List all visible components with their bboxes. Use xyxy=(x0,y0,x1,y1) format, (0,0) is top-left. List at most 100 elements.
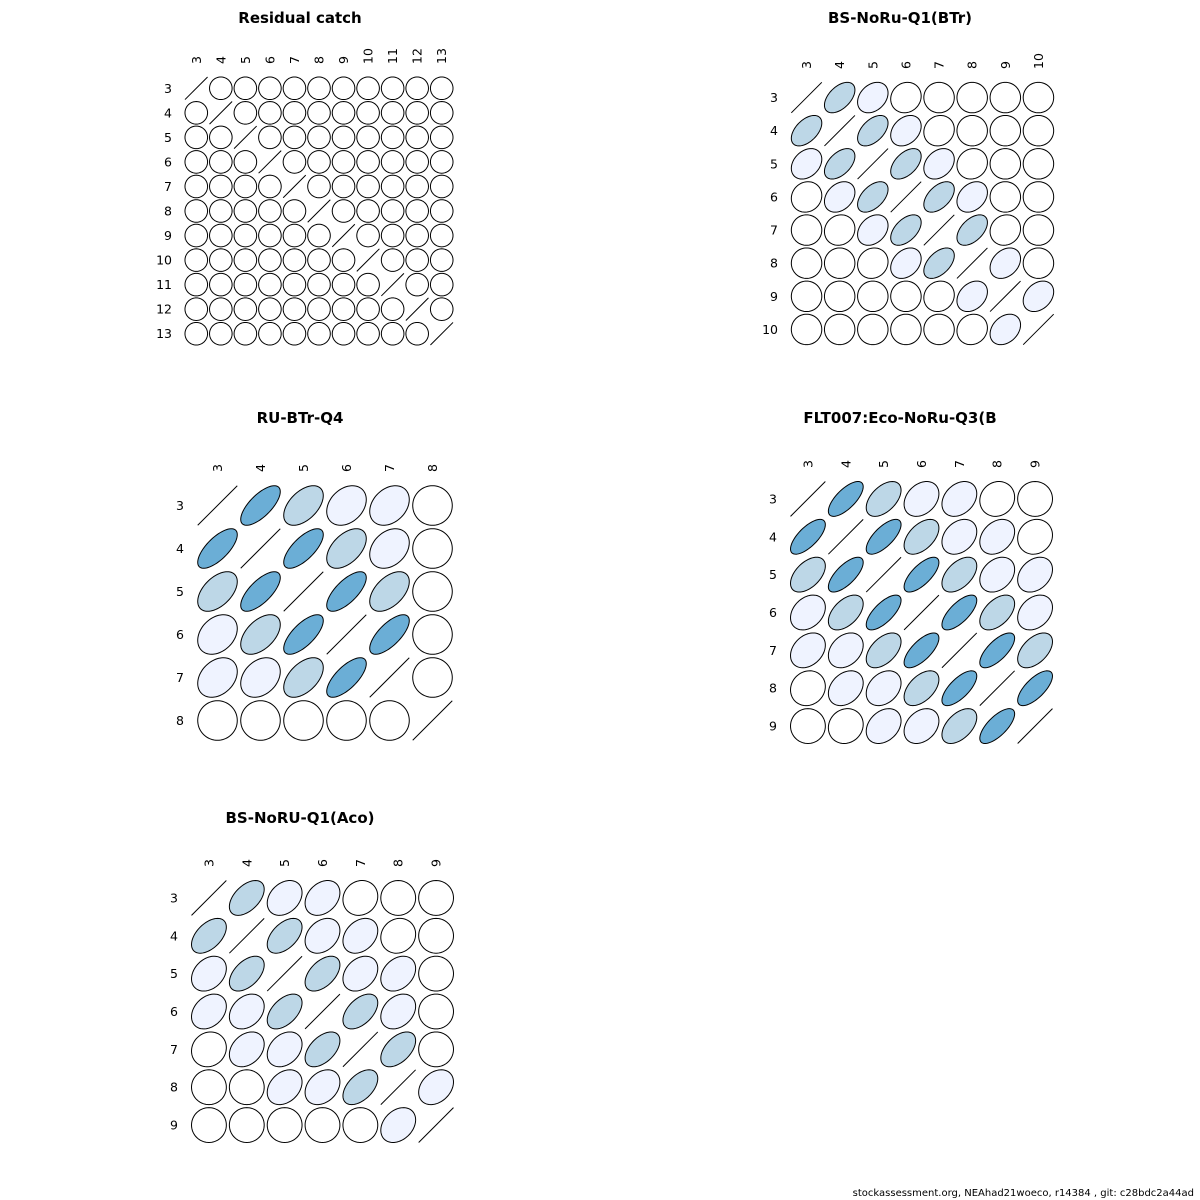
correlation-ellipse xyxy=(903,556,940,593)
correlation-ellipse xyxy=(342,1069,379,1106)
correlation-ellipse xyxy=(903,632,940,669)
correlation-ellipse xyxy=(282,272,307,297)
panel-2: BS-NoRu-Q1(BTr) 3 3 4 4 5 5 6 6 7 7 8 8 9 9 10 10 xyxy=(762,9,1055,346)
row-label: 4 xyxy=(770,123,778,138)
correlation-ellipse xyxy=(331,321,356,346)
column-label: 5 xyxy=(876,460,891,468)
correlation-ellipse xyxy=(307,174,331,199)
diagonal-line xyxy=(857,148,889,180)
correlation-ellipse xyxy=(405,272,429,297)
diagonal-line xyxy=(903,594,940,631)
correlation-ellipse xyxy=(191,1107,227,1143)
diagonal-line xyxy=(191,880,227,916)
correlation-ellipse xyxy=(903,670,940,707)
correlation-ellipse xyxy=(197,528,238,569)
correlation-ellipse xyxy=(380,1107,417,1143)
correlation-ellipse xyxy=(197,700,238,741)
row-label: 6 xyxy=(770,189,778,204)
diagonal-line xyxy=(307,199,331,223)
row-label: 6 xyxy=(164,154,172,169)
correlation-ellipse xyxy=(266,1031,303,1068)
diagonal-line xyxy=(283,571,324,612)
correlation-ellipse xyxy=(342,1107,379,1143)
correlation-ellipse xyxy=(266,1069,303,1106)
correlation-ellipse xyxy=(956,181,988,213)
correlation-ellipse xyxy=(258,297,282,321)
row-label: 3 xyxy=(164,81,172,96)
row-label: 5 xyxy=(770,156,778,171)
correlation-ellipse xyxy=(418,917,454,954)
correlation-ellipse xyxy=(266,1107,303,1143)
column-label: 4 xyxy=(838,460,853,468)
correlation-ellipse xyxy=(191,955,227,992)
diagonal-line xyxy=(369,657,410,698)
correlation-ellipse xyxy=(233,297,258,321)
correlation-ellipse xyxy=(209,321,233,346)
correlation-ellipse xyxy=(405,199,429,223)
correlation-ellipse xyxy=(282,321,307,346)
correlation-ellipse xyxy=(865,670,902,707)
column-label: 10 xyxy=(361,48,376,64)
row-label: 10 xyxy=(156,253,172,268)
correlation-ellipse xyxy=(283,485,324,526)
diagonal-line xyxy=(233,125,258,150)
correlation-ellipse xyxy=(380,297,405,321)
correlation-ellipse xyxy=(380,199,405,223)
correlation-ellipse xyxy=(790,181,823,213)
correlation-ellipse xyxy=(923,280,955,313)
correlation-ellipse xyxy=(369,528,410,569)
correlation-ellipse xyxy=(240,657,281,698)
correlation-ellipse xyxy=(331,248,356,272)
column-label: 3 xyxy=(189,56,204,64)
correlation-ellipse xyxy=(356,150,380,174)
correlation-ellipse xyxy=(979,632,1016,669)
diagonal-line xyxy=(430,322,454,346)
correlation-ellipse xyxy=(405,76,429,101)
correlation-ellipse xyxy=(233,321,258,346)
correlation-ellipse xyxy=(429,150,454,174)
diagonal-line xyxy=(1022,313,1055,346)
correlation-ellipse xyxy=(304,917,341,954)
correlation-ellipse xyxy=(342,955,379,992)
correlation-ellipse xyxy=(857,114,889,147)
correlation-ellipse xyxy=(790,247,823,279)
correlation-ellipse xyxy=(827,594,864,631)
correlation-ellipse xyxy=(307,101,331,125)
correlation-ellipse xyxy=(283,657,324,698)
correlation-ellipse xyxy=(1022,280,1055,313)
diagonal-line xyxy=(412,700,453,741)
correlation-ellipse xyxy=(233,76,258,101)
correlation-ellipse xyxy=(209,150,233,174)
correlation-ellipse xyxy=(258,174,282,199)
row-label: 7 xyxy=(176,670,184,685)
correlation-ellipse xyxy=(790,518,826,555)
correlation-ellipse xyxy=(1022,247,1055,279)
row-label: 9 xyxy=(770,289,778,304)
correlation-ellipse xyxy=(890,81,922,114)
correlation-ellipse xyxy=(429,76,454,101)
row-label: 5 xyxy=(170,966,178,981)
correlation-ellipse xyxy=(890,247,922,279)
correlation-ellipse xyxy=(429,125,454,150)
row-label: 3 xyxy=(176,498,184,513)
diagonal-line xyxy=(240,528,281,569)
correlation-ellipse xyxy=(369,614,410,655)
correlation-ellipse xyxy=(304,1031,341,1068)
correlation-ellipse xyxy=(380,1031,417,1068)
row-label: 6 xyxy=(769,605,777,620)
column-label: 4 xyxy=(253,464,268,472)
correlation-ellipse xyxy=(412,485,453,526)
column-label: 7 xyxy=(932,61,947,69)
correlation-ellipse xyxy=(1022,181,1055,213)
correlation-ellipse xyxy=(380,223,405,248)
correlation-ellipse xyxy=(282,199,307,223)
correlation-ellipse xyxy=(307,125,331,150)
diagonal-line xyxy=(865,556,902,593)
correlation-ellipse xyxy=(790,594,826,631)
correlation-ellipse xyxy=(790,670,826,707)
correlation-ellipse xyxy=(857,214,889,246)
correlation-ellipse xyxy=(1022,214,1055,246)
correlation-ellipse xyxy=(209,125,233,150)
diagonal-line xyxy=(304,993,341,1030)
correlation-ellipse xyxy=(412,528,453,569)
